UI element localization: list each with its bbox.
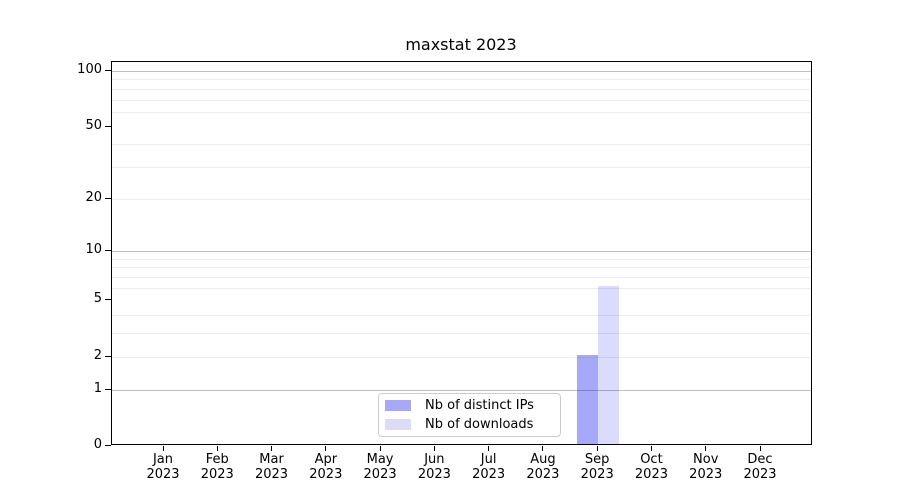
- x-tick-label: Jul 2023: [472, 452, 506, 482]
- gridline-major: [112, 251, 811, 253]
- legend-swatch-distinct-ips: [385, 400, 411, 411]
- gridline-minor: [112, 88, 811, 90]
- x-tick-label: Sep 2023: [580, 452, 614, 482]
- y-tick-mark: [105, 197, 111, 199]
- x-tick-mark: [216, 446, 218, 451]
- gridline-minor: [112, 258, 811, 260]
- gridline-minor: [112, 79, 811, 81]
- gridline-minor: [112, 267, 811, 269]
- x-tick-mark: [705, 446, 707, 451]
- x-tick-label: Dec 2023: [743, 452, 777, 482]
- gridline-minor: [112, 111, 811, 113]
- x-tick-mark: [650, 446, 652, 451]
- y-tick-label: 5: [93, 291, 102, 307]
- y-tick-label: 10: [85, 242, 102, 258]
- x-tick-label: Jun 2023: [417, 452, 451, 482]
- y-tick-mark: [105, 70, 111, 72]
- x-tick-mark: [325, 446, 327, 451]
- gridline-minor: [112, 277, 811, 279]
- y-tick-mark: [105, 299, 111, 301]
- gridline-minor: [112, 287, 811, 289]
- gridline-minor: [112, 333, 811, 335]
- y-tick-mark: [105, 250, 111, 252]
- y-tick-label: 50: [85, 117, 102, 133]
- legend: Nb of distinct IPs Nb of downloads: [378, 393, 561, 437]
- legend-row-distinct-ips: Nb of distinct IPs: [385, 398, 560, 414]
- x-tick-label: Feb 2023: [200, 452, 234, 482]
- x-tick-mark: [488, 446, 490, 451]
- x-tick-mark: [596, 446, 598, 451]
- y-tick-label: 100: [77, 62, 102, 78]
- chart-title: maxstat 2023: [405, 35, 517, 54]
- gridline-minor: [112, 315, 811, 317]
- gridline-minor: [112, 356, 811, 358]
- y-tick-mark: [105, 388, 111, 390]
- x-tick-mark: [162, 446, 164, 451]
- x-tick-label: Nov 2023: [689, 452, 723, 482]
- legend-swatch-downloads: [385, 419, 411, 430]
- gridline-minor: [112, 99, 811, 101]
- gridline-major: [112, 71, 811, 73]
- gridline-minor: [112, 144, 811, 146]
- y-tick-label: 2: [93, 347, 102, 363]
- legend-label-downloads: Nb of downloads: [425, 416, 534, 432]
- legend-row-downloads: Nb of downloads: [385, 417, 560, 433]
- x-tick-label: Apr 2023: [309, 452, 343, 482]
- x-tick-label: May 2023: [363, 452, 397, 482]
- plot-area: [111, 61, 812, 445]
- y-tick-label: 0: [93, 437, 102, 452]
- bar-nb-of-distinct-ips: [577, 354, 599, 444]
- x-tick-mark: [542, 446, 544, 451]
- y-tick-mark: [105, 355, 111, 357]
- x-tick-mark: [433, 446, 435, 451]
- bar-nb-of-downloads: [598, 285, 620, 444]
- gridline-minor: [112, 166, 811, 168]
- y-tick-mark: [105, 125, 111, 127]
- x-tick-mark: [271, 446, 273, 451]
- y-tick-label: 1: [93, 380, 102, 396]
- gridline-minor: [112, 198, 811, 200]
- y-tick-label: 20: [85, 189, 102, 205]
- x-tick-label: Aug 2023: [526, 452, 560, 482]
- legend-label-distinct-ips: Nb of distinct IPs: [425, 397, 534, 413]
- x-tick-label: Jan 2023: [146, 452, 180, 482]
- y-tick-mark: [105, 445, 111, 446]
- x-tick-label: Mar 2023: [254, 452, 289, 482]
- x-tick-mark: [759, 446, 761, 451]
- gridline-major: [112, 389, 811, 391]
- x-tick-mark: [379, 446, 381, 451]
- x-tick-label: Oct 2023: [634, 452, 668, 482]
